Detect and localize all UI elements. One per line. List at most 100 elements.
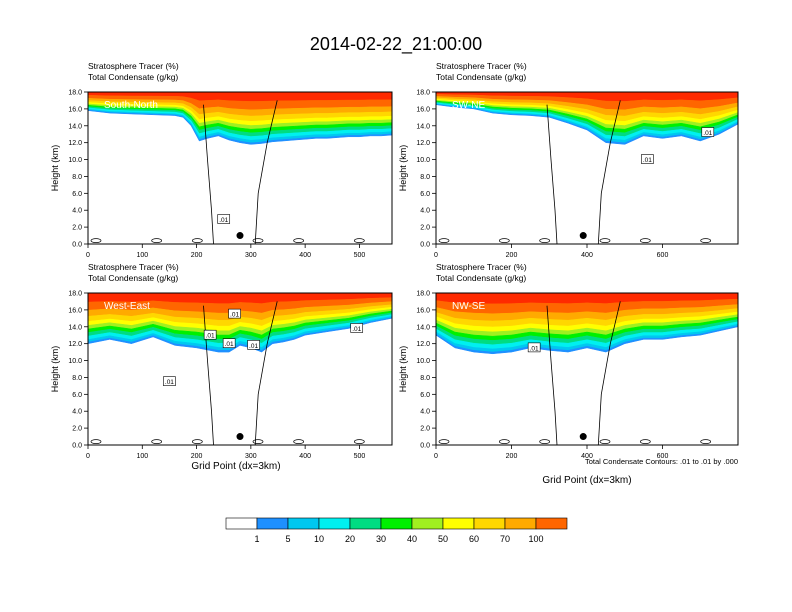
contour-label-box bbox=[641, 154, 654, 164]
x-tick-label: 400 bbox=[581, 252, 593, 259]
legend-swatch bbox=[380, 517, 413, 530]
legend-label: 5 bbox=[285, 534, 290, 544]
y-tick-label: 0.0 bbox=[72, 242, 82, 249]
y-tick-label: 10.0 bbox=[416, 358, 430, 365]
y-tick-label: 4.0 bbox=[72, 208, 82, 215]
surface-contour bbox=[639, 439, 651, 444]
surface-contour bbox=[90, 439, 102, 444]
x-tick-label: 600 bbox=[657, 252, 669, 259]
contour-label-box bbox=[222, 338, 236, 348]
legend-label: 60 bbox=[469, 534, 479, 544]
x-tick-label: 0 bbox=[86, 453, 90, 460]
y-tick-label: 14.0 bbox=[416, 123, 430, 130]
surface-contour bbox=[293, 238, 305, 243]
surface-contour bbox=[252, 238, 264, 243]
y-tick-label: 6.0 bbox=[72, 191, 82, 198]
contour-label-box bbox=[163, 376, 176, 386]
contour-label: .01 bbox=[219, 217, 228, 224]
panel-title-line1: Stratosphere Tracer (%) bbox=[88, 61, 179, 71]
y-tick-label: 12.0 bbox=[68, 341, 82, 348]
y-tick-label: 12.0 bbox=[68, 140, 82, 147]
plot-frame bbox=[87, 292, 393, 446]
y-tick-label: 12.0 bbox=[416, 140, 430, 147]
x-axis-label-left: Grid Point (dx=3km) bbox=[191, 461, 280, 472]
contour-label-box bbox=[527, 342, 541, 353]
contour-label-box bbox=[350, 323, 364, 333]
panel-south-north: .01 South-North Stratosphere Tracer (%)Tot… bbox=[50, 61, 393, 259]
x-tick-label: 0 bbox=[434, 252, 438, 259]
plot-area: .01 bbox=[436, 293, 738, 445]
y-tick-label: 6.0 bbox=[420, 191, 430, 198]
x-tick-label: 400 bbox=[299, 453, 311, 460]
tracer-band-1 bbox=[88, 109, 392, 145]
contour-label: .01 bbox=[225, 341, 234, 348]
condensate-contour bbox=[254, 100, 278, 244]
contour-label: .01 bbox=[530, 345, 539, 352]
x-tick-label: 300 bbox=[245, 252, 257, 259]
legend-label: 20 bbox=[345, 534, 355, 544]
contour-label: .01 bbox=[352, 326, 361, 333]
legend-swatch bbox=[256, 517, 289, 530]
surface-contour bbox=[438, 238, 450, 243]
y-tick-label: 2.0 bbox=[72, 225, 82, 232]
legend-swatch bbox=[318, 517, 351, 530]
y-tick-label: 2.0 bbox=[420, 426, 430, 433]
y-tick-label: 18.0 bbox=[68, 90, 82, 97]
x-tick-label: 200 bbox=[506, 252, 518, 259]
y-tick-label: 16.0 bbox=[416, 307, 430, 314]
panel-name: NW-SE bbox=[452, 301, 485, 312]
x-tick-label: 400 bbox=[581, 453, 593, 460]
surface-contour bbox=[353, 439, 365, 444]
location-marker bbox=[579, 433, 587, 441]
y-tick-label: 8.0 bbox=[72, 375, 82, 382]
y-tick-label: 6.0 bbox=[72, 392, 82, 399]
y-tick-label: 4.0 bbox=[420, 409, 430, 416]
legend-label: 1 bbox=[254, 534, 259, 544]
panel-title-line2: Total Condensate (g/kg) bbox=[88, 72, 178, 82]
surface-contour bbox=[438, 439, 450, 444]
location-marker bbox=[579, 232, 587, 240]
x-tick-label: 200 bbox=[191, 453, 203, 460]
panel-west-east: .01 .01 .01 .01 .01 .01 West-East Stratosphere … bbox=[50, 262, 393, 460]
condensate-contour bbox=[254, 301, 278, 445]
x-axis-label-right: Grid Point (dx=3km) bbox=[542, 475, 631, 486]
contour-label: .01 bbox=[643, 157, 652, 164]
condensate-contour bbox=[203, 104, 214, 244]
y-tick-label: 0.0 bbox=[420, 443, 430, 450]
x-tick-label: 400 bbox=[299, 252, 311, 259]
panel-name: SW-NE bbox=[452, 100, 485, 111]
condensate-contour bbox=[597, 100, 621, 244]
x-tick-label: 100 bbox=[136, 252, 148, 259]
legend-swatch bbox=[287, 517, 320, 530]
tracer-band-1 bbox=[88, 317, 392, 353]
tracer-band-1 bbox=[436, 104, 738, 145]
x-tick-label: 0 bbox=[86, 252, 90, 259]
y-tick-label: 2.0 bbox=[72, 426, 82, 433]
legend-swatch bbox=[411, 517, 444, 530]
y-tick-label: 14.0 bbox=[416, 324, 430, 331]
x-tick-label: 500 bbox=[354, 252, 366, 259]
surface-contour bbox=[599, 439, 611, 444]
contour-label-box bbox=[701, 127, 715, 137]
surface-contour bbox=[90, 238, 102, 243]
surface-contour bbox=[539, 439, 551, 444]
surface-contour bbox=[293, 439, 305, 444]
y-tick-label: 18.0 bbox=[416, 291, 430, 298]
y-tick-label: 6.0 bbox=[420, 392, 430, 399]
y-axis-label: Height (km) bbox=[50, 346, 60, 393]
legend-label: 30 bbox=[376, 534, 386, 544]
page-title: 2014-02-22_21:00:00 bbox=[310, 34, 482, 55]
contour-label-box bbox=[247, 340, 260, 350]
tracer-band-1 bbox=[436, 325, 738, 355]
surface-contour bbox=[353, 238, 365, 243]
x-tick-label: 300 bbox=[245, 453, 257, 460]
panel-title-line1: Stratosphere Tracer (%) bbox=[88, 262, 179, 272]
y-tick-label: 2.0 bbox=[420, 225, 430, 232]
panel-name: West-East bbox=[104, 301, 150, 312]
condensate-contour bbox=[597, 301, 621, 445]
panel-title-line2: Total Condensate (g/kg) bbox=[88, 273, 178, 283]
x-tick-label: 100 bbox=[136, 453, 148, 460]
surface-contour bbox=[599, 238, 611, 243]
y-tick-label: 16.0 bbox=[416, 106, 430, 113]
